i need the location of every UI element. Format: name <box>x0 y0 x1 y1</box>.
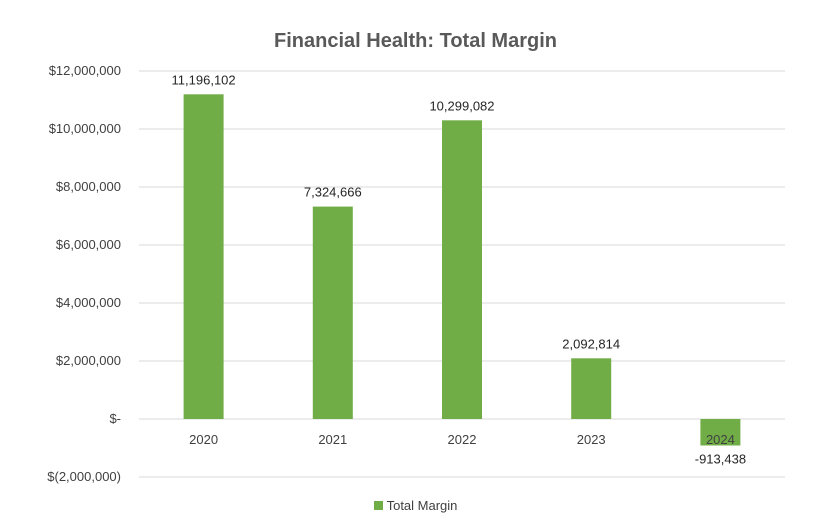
bar-2023 <box>571 358 612 419</box>
data-label: 11,196,102 <box>172 72 236 87</box>
y-tick-label: $8,000,000 <box>56 179 121 194</box>
bar-2021 <box>312 206 353 419</box>
y-tick-label: $10,000,000 <box>49 121 121 136</box>
legend: Total Margin <box>0 497 831 513</box>
y-tick-label: $12,000,000 <box>49 63 121 78</box>
y-tick-label: $2,000,000 <box>56 353 121 368</box>
legend-label: Total Margin <box>386 498 458 514</box>
data-label: 7,324,666 <box>304 185 362 200</box>
x-tick-label: 2024 <box>706 432 735 447</box>
data-label: -913,438 <box>695 451 746 466</box>
bar-2022 <box>442 120 482 419</box>
bars <box>183 94 741 446</box>
x-tick-label: 2023 <box>577 432 606 447</box>
y-tick-label: $6,000,000 <box>56 237 121 252</box>
data-label: 10,299,082 <box>429 98 494 113</box>
y-tick-label: $- <box>109 411 121 426</box>
x-tick-label: 2021 <box>318 432 347 447</box>
chart-title: Financial Health: Total Margin <box>274 30 557 52</box>
data-label: 2,092,814 <box>562 336 620 351</box>
x-axis-tick-labels: 2020 2021 2022 2023 2024 <box>189 432 735 447</box>
x-tick-label: 2022 <box>448 432 477 447</box>
y-axis-tick-labels: $12,000,000 $10,000,000 $8,000,000 $6,000,0… <box>47 63 121 484</box>
y-tick-label: $(2,000,000) <box>47 469 121 484</box>
legend-swatch <box>373 501 383 511</box>
bar-2020 <box>183 94 224 419</box>
data-labels: 11,196,102 7,324,666 10,299,082 2,092,814 -9… <box>172 72 747 466</box>
x-tick-label: 2020 <box>189 432 218 447</box>
bar-2024 <box>700 419 741 446</box>
y-tick-label: $4,000,000 <box>56 295 121 310</box>
